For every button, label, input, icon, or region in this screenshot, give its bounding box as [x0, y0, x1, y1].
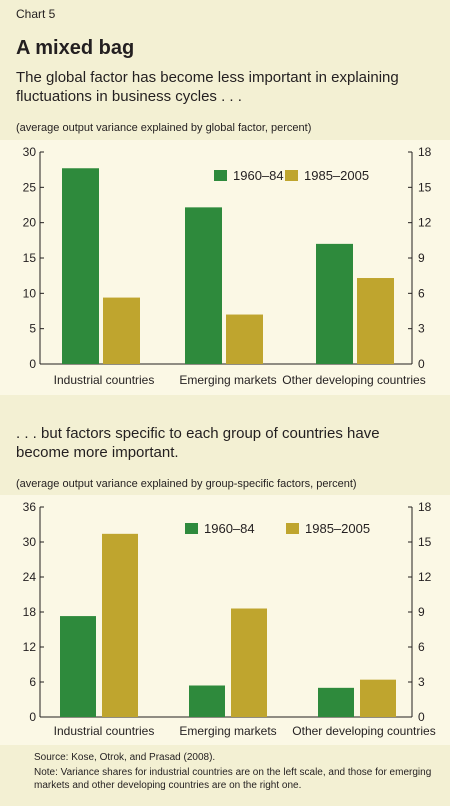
y-tick-label-left: 10	[23, 286, 37, 300]
y-tick-label-right: 6	[418, 286, 425, 300]
y-tick-label-left: 24	[23, 570, 37, 584]
bar	[102, 533, 138, 717]
chart-panel-1: 0 0 5 3 10 6 15 9 20 12 25 15 30 18 Industrial countri…	[0, 140, 450, 395]
legend-swatch	[286, 523, 299, 534]
y-tick-label-left: 20	[23, 216, 37, 230]
subtitle-2: . . . but factors specific to each group…	[16, 425, 380, 461]
legend-label: 1960–84	[204, 521, 255, 536]
y-tick-label-right: 9	[418, 251, 425, 265]
y-tick-label-right: 3	[418, 322, 425, 336]
legend-label: 1960–84	[233, 168, 284, 183]
x-category-label: Emerging markets	[179, 373, 276, 387]
bar-chart-2: 0 0 6 3 12 6 18 9 24 12 30 15 36 18 Industrial countri…	[23, 500, 436, 738]
y-tick-label-right: 15	[418, 180, 432, 194]
y-tick-label-left: 12	[23, 640, 37, 654]
bar	[226, 314, 263, 364]
source-note: Source: Kose, Otrok, and Prasad (2008).	[34, 752, 216, 763]
y-tick-label-left: 6	[29, 675, 36, 689]
page-title: A mixed bag	[16, 37, 135, 59]
bar	[103, 297, 140, 364]
y-tick-label-left: 30	[23, 145, 37, 159]
bar	[231, 608, 267, 717]
subtitle-1: The global factor has become less import…	[16, 69, 399, 105]
y-tick-label-left: 5	[29, 322, 36, 336]
y-tick-label-right: 12	[418, 216, 432, 230]
y-tick-label-right: 0	[418, 357, 425, 371]
y-tick-label-right: 12	[418, 570, 432, 584]
legend-swatch	[285, 170, 298, 181]
footnote: Note: Variance shares for industrial cou…	[34, 767, 432, 791]
bar	[357, 278, 394, 364]
chart-number: Chart 5	[16, 7, 56, 21]
y-tick-label-left: 30	[23, 535, 37, 549]
y-tick-label-left: 36	[23, 500, 37, 514]
x-category-label: Other developing countries	[292, 724, 435, 738]
y-tick-label-left: 18	[23, 605, 37, 619]
y-tick-label-right: 18	[418, 500, 432, 514]
y-tick-label-left: 0	[29, 710, 36, 724]
unit-label-1: (average output variance explained by gl…	[16, 122, 312, 134]
y-tick-label-right: 6	[418, 640, 425, 654]
y-tick-label-right: 9	[418, 605, 425, 619]
y-tick-label-left: 25	[23, 180, 37, 194]
chart-panel-2: 0 0 6 3 12 6 18 9 24 12 30 15 36 18 Industrial countri…	[0, 495, 450, 745]
bar	[360, 679, 396, 717]
legend-swatch	[214, 170, 227, 181]
legend-swatch	[185, 523, 198, 534]
y-tick-label-right: 15	[418, 535, 432, 549]
legend-label: 1985–2005	[304, 168, 369, 183]
x-category-label: Industrial countries	[54, 373, 155, 387]
bar	[318, 687, 354, 717]
y-tick-label-right: 0	[418, 710, 425, 724]
bar	[62, 168, 99, 364]
y-tick-label-left: 15	[23, 251, 37, 265]
bar	[185, 207, 222, 364]
bar	[60, 616, 96, 717]
x-category-label: Emerging markets	[179, 724, 276, 738]
x-category-label: Industrial countries	[54, 724, 155, 738]
y-tick-label-left: 0	[29, 357, 36, 371]
unit-label-2: (average output variance explained by gr…	[16, 478, 357, 490]
bar-chart-1: 0 0 5 3 10 6 15 9 20 12 25 15 30 18 Industrial countri…	[23, 145, 432, 387]
legend-label: 1985–2005	[305, 521, 370, 536]
x-category-label: Other developing countries	[282, 373, 425, 387]
bar	[189, 685, 225, 717]
bar	[316, 243, 353, 364]
y-tick-label-right: 18	[418, 145, 432, 159]
y-tick-label-right: 3	[418, 675, 425, 689]
